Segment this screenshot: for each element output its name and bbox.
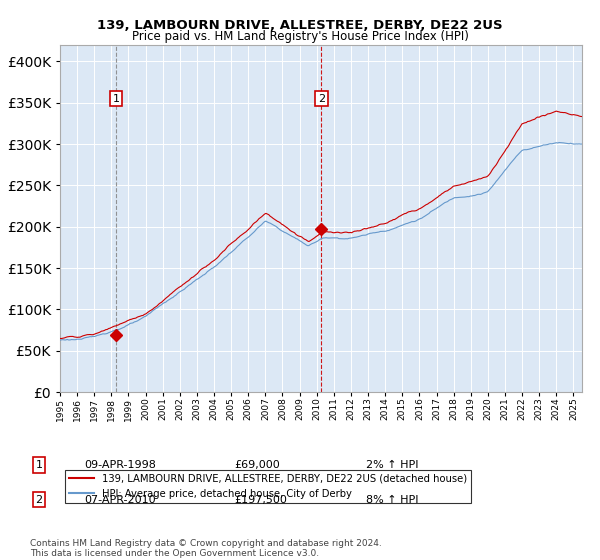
Text: £197,500: £197,500 (234, 494, 287, 505)
Legend: 139, LAMBOURN DRIVE, ALLESTREE, DERBY, DE22 2US (detached house), HPI: Average p: 139, LAMBOURN DRIVE, ALLESTREE, DERBY, D… (65, 470, 471, 503)
Text: 07-APR-2010: 07-APR-2010 (84, 494, 155, 505)
Text: 2: 2 (35, 494, 43, 505)
Text: Contains HM Land Registry data © Crown copyright and database right 2024.
This d: Contains HM Land Registry data © Crown c… (30, 539, 382, 558)
Text: 139, LAMBOURN DRIVE, ALLESTREE, DERBY, DE22 2US: 139, LAMBOURN DRIVE, ALLESTREE, DERBY, D… (97, 19, 503, 32)
Text: 1: 1 (112, 94, 119, 104)
Text: 09-APR-1998: 09-APR-1998 (84, 460, 156, 470)
Text: £69,000: £69,000 (234, 460, 280, 470)
Text: 2% ↑ HPI: 2% ↑ HPI (366, 460, 419, 470)
Text: 8% ↑ HPI: 8% ↑ HPI (366, 494, 419, 505)
Text: 1: 1 (35, 460, 43, 470)
Text: 2: 2 (318, 94, 325, 104)
Text: Price paid vs. HM Land Registry's House Price Index (HPI): Price paid vs. HM Land Registry's House … (131, 30, 469, 43)
